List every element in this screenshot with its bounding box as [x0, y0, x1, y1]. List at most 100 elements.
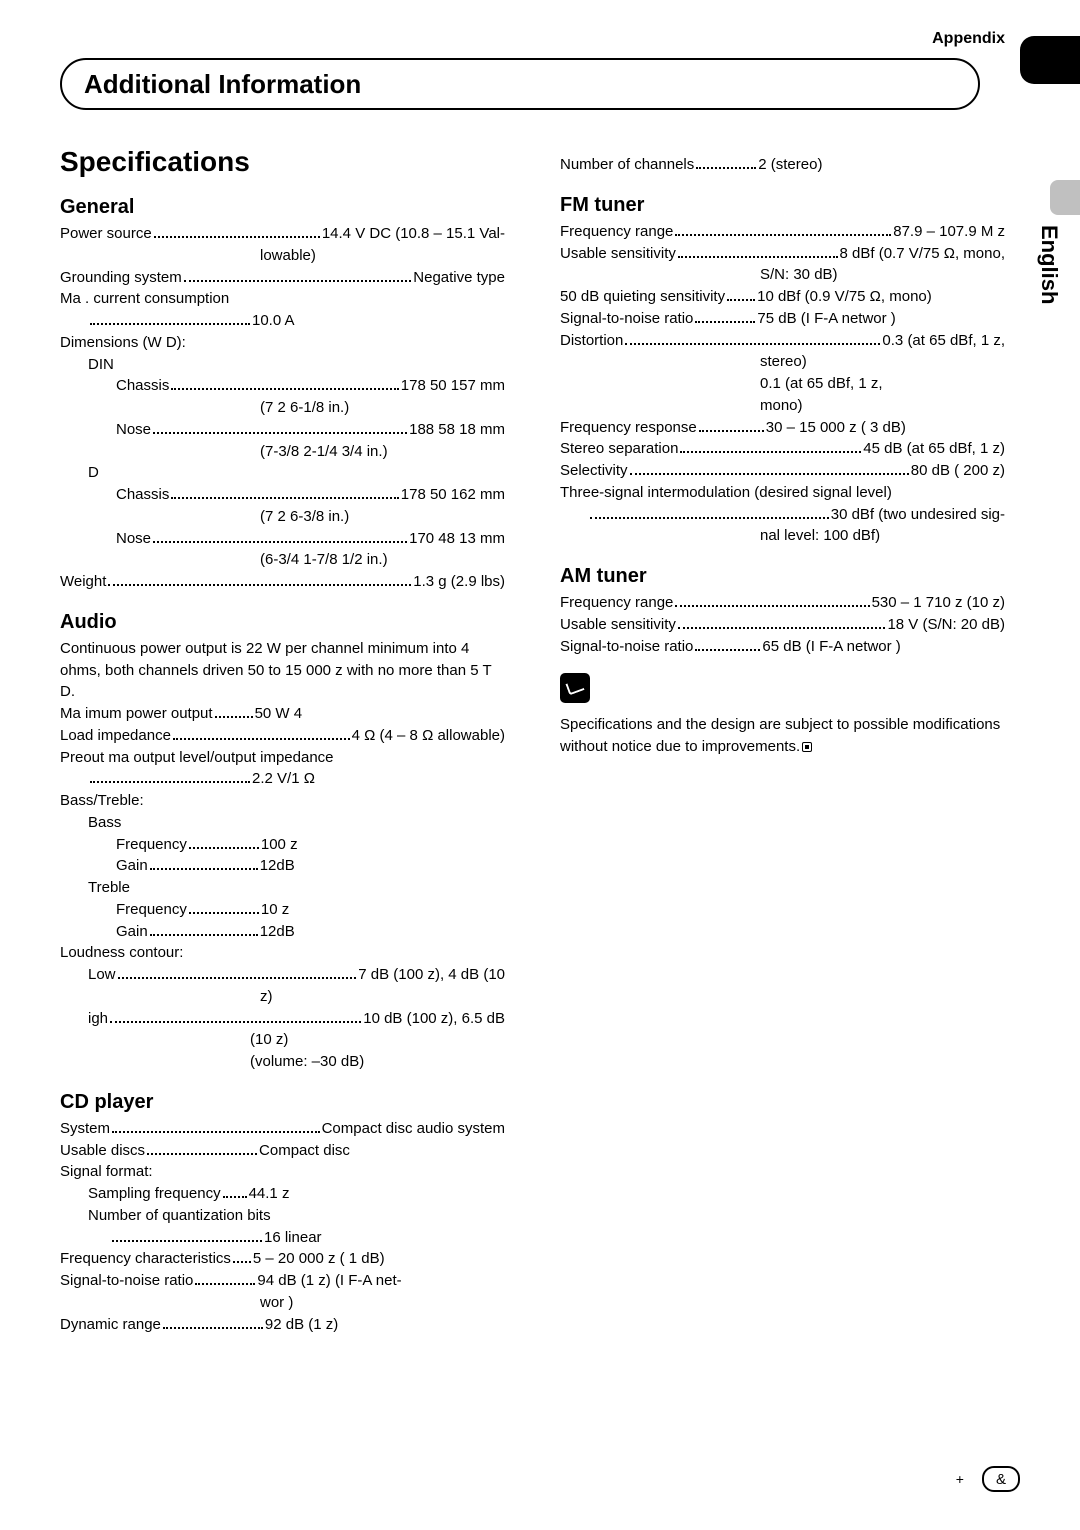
spec-row: Gain 12dB: [60, 855, 505, 877]
spec-cont: (volume: –30 dB): [60, 1051, 505, 1073]
dot-leader: [189, 901, 259, 914]
spec-row: Frequency range87.9 – 107.9 M z: [560, 221, 1005, 243]
spec-value: 30 dBf (two undesired sig-: [831, 504, 1005, 526]
spec-label: Load impedance: [60, 725, 171, 747]
spec-cont: (10 z): [60, 1029, 505, 1051]
spec-row: igh 10 dB (100 z), 6.5 dB: [60, 1008, 505, 1030]
spec-row: Signal-to-noise ratio65 dB (I F-A networ…: [560, 636, 1005, 658]
right-column: Number of channels2 (stereo) FM tuner Fr…: [560, 146, 1005, 1335]
spec-value: 12dB: [260, 921, 295, 943]
bass-treble-label: Bass/Treble:: [60, 790, 505, 812]
spec-label: Grounding system: [60, 267, 182, 289]
spec-value: 44.1 z: [249, 1183, 290, 1205]
dot-leader: [189, 836, 259, 849]
spec-cont: lowable): [60, 245, 505, 267]
appendix-label: Appendix: [932, 30, 1005, 48]
page-number: &: [996, 1471, 1006, 1488]
dot-leader: [112, 1229, 262, 1242]
spec-row: Frequency response30 – 15 000 z ( 3 dB): [560, 417, 1005, 439]
quant-label: Number of quantization bits: [60, 1205, 505, 1227]
din-label: DIN: [60, 354, 505, 376]
spec-value: Compact disc audio system: [322, 1118, 505, 1140]
spec-label: Chassis: [116, 484, 169, 506]
dot-leader: [233, 1251, 251, 1264]
signal-format-label: Signal format:: [60, 1161, 505, 1183]
spec-value: 80 dB ( 200 z): [911, 460, 1005, 482]
spec-label: Usable sensitivity: [560, 614, 676, 636]
dot-leader: [625, 332, 880, 345]
left-column: Specifications General Power source14.4 …: [60, 146, 505, 1335]
spec-row: Selectivity80 dB ( 200 z): [560, 460, 1005, 482]
dot-leader: [90, 771, 250, 784]
fm-heading: FM tuner: [560, 194, 1005, 217]
dot-leader: [695, 310, 755, 323]
spec-row: Signal-to-noise ratio75 dB (I F-A networ…: [560, 308, 1005, 330]
spec-label: System: [60, 1118, 110, 1140]
spec-label: Power source: [60, 223, 152, 245]
am-heading: AM tuner: [560, 565, 1005, 588]
dot-leader: [108, 573, 411, 586]
dot-leader: [678, 616, 886, 629]
spec-value: 50 W 4: [255, 703, 303, 725]
spec-value: 178 50 157 mm: [401, 375, 505, 397]
spec-label: Ma . current consumption: [60, 288, 505, 310]
spec-value: 14.4 V DC (10.8 – 15.1 Val-: [322, 223, 505, 245]
spec-label: Sampling frequency: [88, 1183, 221, 1205]
spec-cont: S/N: 30 dB): [560, 264, 1005, 286]
spec-row: 30 dBf (two undesired sig-: [560, 504, 1005, 526]
spec-row: Dynamic range92 dB (1 z): [60, 1314, 505, 1336]
dot-leader: [110, 1010, 361, 1023]
spec-cont: (7-3/8 2-1/4 3/4 in.): [60, 441, 505, 463]
spec-label: Signal-to-noise ratio: [560, 636, 693, 658]
spec-label: Frequency range: [560, 221, 673, 243]
dot-leader: [630, 462, 909, 475]
footer-plus: +: [956, 1471, 964, 1487]
side-tab-black: [1020, 36, 1080, 84]
audio-continuous-text: Continuous power output is 22 W per chan…: [60, 638, 505, 703]
spec-label: Dynamic range: [60, 1314, 161, 1336]
spec-value: 75 dB (I F-A networ ): [757, 308, 895, 330]
spec-value: 10.0 A: [252, 310, 295, 332]
spec-row: Frequency100 z: [60, 834, 505, 856]
specifications-title: Specifications: [60, 146, 505, 178]
spec-label: igh: [88, 1008, 108, 1030]
dot-leader: [154, 225, 320, 238]
note-text-content: Specifications and the design are subjec…: [560, 716, 1000, 755]
spec-row: 50 dB quieting sensitivity10 dBf (0.9 V/…: [560, 286, 1005, 308]
spec-label: Frequency range: [560, 592, 673, 614]
spec-row: Signal-to-noise ratio94 dB (1 z) (I F-A …: [60, 1270, 505, 1292]
language-tab: English: [1036, 225, 1062, 304]
spec-row: Load impedance4 Ω (4 – 8 Ω allowable): [60, 725, 505, 747]
note-text: Specifications and the design are subjec…: [560, 714, 1005, 758]
spec-cont: (7 2 6-3/8 in.): [60, 506, 505, 528]
spec-row: Stereo separation45 dB (at 65 dBf, 1 z): [560, 438, 1005, 460]
spec-value: 0.3 (at 65 dBf, 1 z,: [882, 330, 1005, 352]
spec-cont: stereo): [560, 351, 1005, 373]
audio-heading: Audio: [60, 611, 505, 634]
dot-leader: [223, 1185, 247, 1198]
dot-leader: [171, 486, 398, 499]
spec-label: Ma imum power output: [60, 703, 213, 725]
spec-value: 7 dB (100 z), 4 dB (10: [358, 964, 505, 986]
spec-label: Nose: [116, 528, 151, 550]
spec-cont: (7 2 6-1/8 in.): [60, 397, 505, 419]
treble-label: Treble: [60, 877, 505, 899]
cd-heading: CD player: [60, 1091, 505, 1114]
spec-label: Frequency: [116, 834, 187, 856]
spec-value: 178 50 162 mm: [401, 484, 505, 506]
spec-row: Frequency10 z: [60, 899, 505, 921]
dot-leader: [675, 594, 869, 607]
spec-row: System Compact disc audio system: [60, 1118, 505, 1140]
spec-row: 2.2 V/1 Ω: [60, 768, 505, 790]
spec-row: 10.0 A: [60, 310, 505, 332]
dot-leader: [163, 1316, 263, 1329]
preout-label: Preout ma output level/output impedance: [60, 747, 505, 769]
spec-row: Gain 12dB: [60, 921, 505, 943]
spec-value: 30 – 15 000 z ( 3 dB): [766, 417, 906, 439]
spec-label: Signal-to-noise ratio: [60, 1270, 193, 1292]
content-columns: Specifications General Power source14.4 …: [60, 146, 1020, 1335]
dot-leader: [90, 312, 250, 325]
dot-leader: [727, 288, 755, 301]
spec-label: Frequency: [116, 899, 187, 921]
spec-value: Negative type: [413, 267, 505, 289]
